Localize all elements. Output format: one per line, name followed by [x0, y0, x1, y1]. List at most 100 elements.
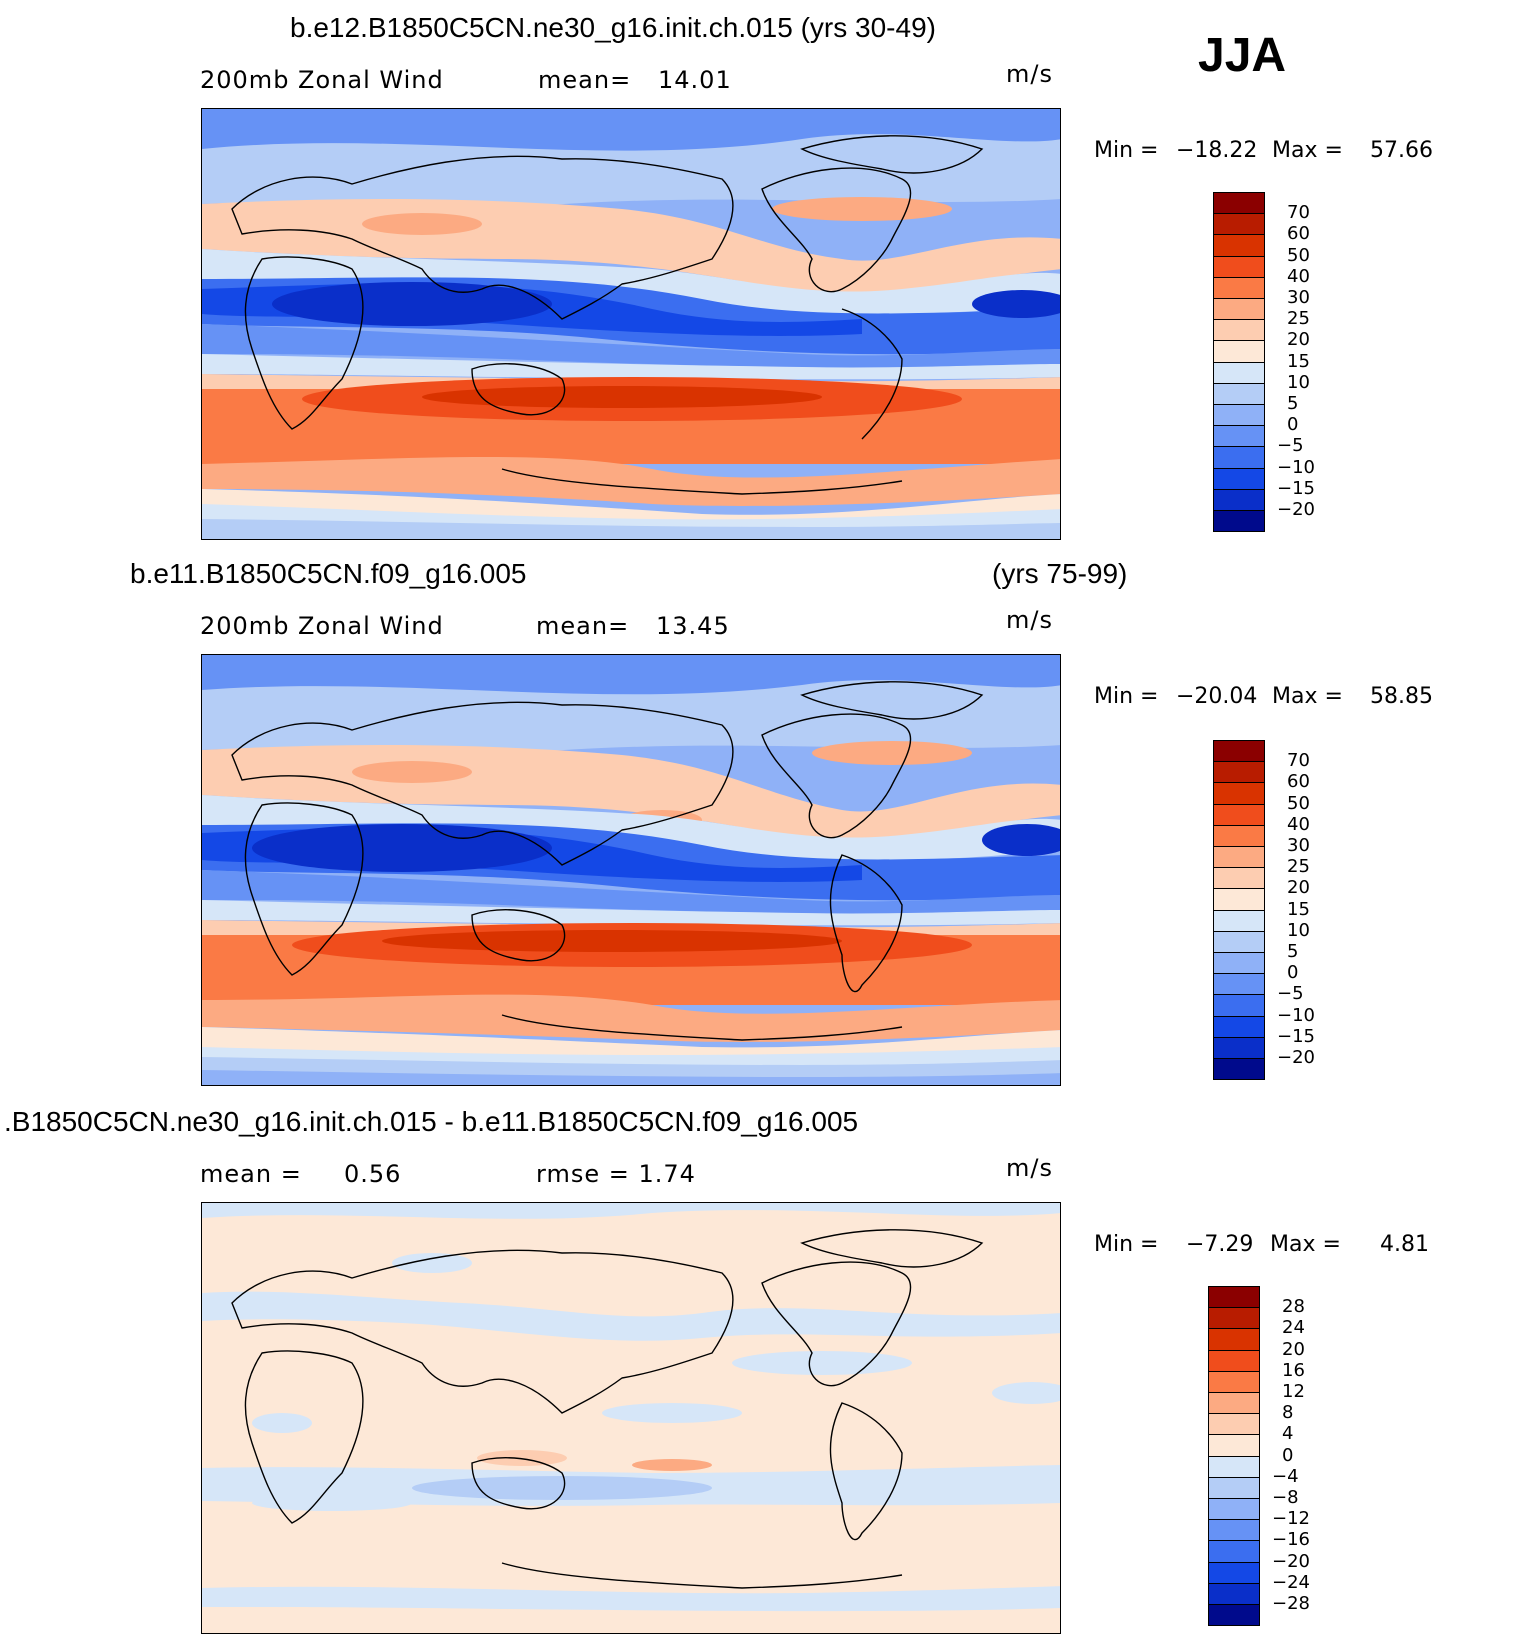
- colorbar-swatch: [1208, 1307, 1260, 1330]
- colorbar-tick-label: 20: [1287, 877, 1310, 899]
- colorbar-tick-label: −15: [1277, 477, 1315, 499]
- colorbar-tick-label: 0: [1287, 414, 1299, 436]
- panel-3-mean-value: 0.56: [344, 1160, 402, 1188]
- panel-3-max-value: 4.81: [1380, 1232, 1429, 1257]
- colorbar-tick-label: 8: [1282, 1402, 1294, 1424]
- colorbar-swatch: [1213, 846, 1265, 869]
- colorbar-tick-label: 15: [1287, 898, 1310, 920]
- panel-2-min-label: Min =: [1094, 684, 1159, 709]
- colorbar-swatch: [1208, 1561, 1260, 1584]
- colorbar-tick-label: −10: [1277, 1004, 1315, 1026]
- panel-1-max-label: Max =: [1272, 138, 1343, 163]
- panel-3-title: .B1850C5CN.ne30_g16.init.ch.015 - b.e11.…: [4, 1106, 859, 1137]
- colorbar-swatch: [1208, 1370, 1260, 1393]
- colorbar-tick-label: 20: [1287, 329, 1310, 351]
- colorbar-swatch: [1208, 1476, 1260, 1499]
- panel-3-mean-label: mean =: [200, 1160, 302, 1188]
- colorbar-swatch: [1213, 425, 1265, 448]
- colorbar-swatch: [1213, 488, 1265, 511]
- colorbar-swatch: [1213, 361, 1265, 384]
- colorbar-tick-label: −24: [1272, 1571, 1310, 1593]
- colorbar-tick-label: 50: [1287, 244, 1310, 266]
- colorbar-swatch: [1213, 510, 1265, 533]
- panel-2-mean-label: mean=: [536, 612, 630, 640]
- colorbar-swatch: [1213, 909, 1265, 932]
- colorbar-swatch: [1208, 1604, 1260, 1627]
- panel-2-mean-value: 13.45: [656, 612, 730, 640]
- colorbar-swatch: [1208, 1434, 1260, 1457]
- colorbar-tick-label: 70: [1287, 750, 1310, 772]
- colorbar-swatch: [1213, 446, 1265, 469]
- colorbar-tick-label: 10: [1287, 919, 1310, 941]
- panel-1-mean-label: mean=: [538, 66, 632, 94]
- colorbar-swatch: [1213, 213, 1265, 236]
- colorbar-tick-label: −20: [1277, 499, 1315, 520]
- colorbar-swatch: [1213, 1058, 1265, 1081]
- colorbar-tick-label: 12: [1282, 1381, 1305, 1402]
- colorbar-swatch: [1213, 867, 1265, 890]
- colorbar-swatch: [1208, 1540, 1260, 1563]
- panel-1-map: [201, 108, 1061, 540]
- colorbar-tick-label: 60: [1287, 771, 1310, 793]
- colorbar-tick-label: −12: [1272, 1508, 1310, 1530]
- panel-2-variable: 200mb Zonal Wind: [200, 612, 444, 640]
- panel-1-min-value: −18.22: [1176, 138, 1258, 163]
- colorbar-swatch: [1213, 994, 1265, 1017]
- colorbar-tick-label: 16: [1282, 1359, 1305, 1381]
- panel-2-map: [201, 654, 1061, 1086]
- panel-2-title: b.e11.B1850C5CN.f09_g16.005: [130, 558, 527, 589]
- colorbar-swatch: [1213, 740, 1265, 763]
- colorbar-tick-label: 50: [1287, 792, 1310, 814]
- colorbar-tick-label: −5: [1277, 983, 1304, 1005]
- panel-2-min-value: −20.04: [1176, 684, 1258, 709]
- colorbar-tick-label: 40: [1287, 813, 1310, 835]
- colorbar-tick-label: −8: [1272, 1487, 1299, 1508]
- colorbar-swatch: [1213, 255, 1265, 278]
- colorbar-tick-label: 25: [1287, 308, 1310, 330]
- colorbar-swatch: [1208, 1349, 1260, 1372]
- colorbar-swatch: [1213, 192, 1265, 215]
- colorbar-swatch: [1213, 761, 1265, 784]
- colorbar-swatch: [1208, 1286, 1260, 1309]
- colorbar-swatch: [1208, 1392, 1260, 1415]
- colorbar-tick-label: 30: [1287, 835, 1310, 856]
- colorbar-swatch: [1208, 1519, 1260, 1542]
- colorbar-swatch: [1213, 319, 1265, 342]
- panel-1-contour-plot: [202, 109, 1060, 539]
- colorbar-swatch: [1213, 824, 1265, 847]
- colorbar-tick-label: 28: [1282, 1296, 1305, 1318]
- panel-2-units: m/s: [1006, 606, 1053, 634]
- panel-1-max-value: 57.66: [1370, 138, 1433, 163]
- colorbar-tick-label: −5: [1277, 435, 1304, 457]
- colorbar-tick-label: 20: [1282, 1338, 1305, 1360]
- panel-2-max-label: Max =: [1272, 684, 1343, 709]
- panel-1-units: m/s: [1006, 60, 1053, 88]
- colorbar-swatch: [1213, 234, 1265, 257]
- colorbar-swatch: [1213, 340, 1265, 363]
- colorbar-swatch: [1213, 1036, 1265, 1059]
- colorbar-tick-label: −4: [1272, 1465, 1299, 1487]
- colorbar-tick-label: −20: [1272, 1550, 1310, 1572]
- colorbar-tick-label: 30: [1287, 287, 1310, 308]
- colorbar-swatch: [1213, 803, 1265, 826]
- colorbar-tick-label: −10: [1277, 456, 1315, 478]
- panel-3-map: [201, 1202, 1061, 1634]
- colorbar-tick-label: −16: [1272, 1529, 1310, 1551]
- panel-3-min-label: Min =: [1094, 1232, 1159, 1257]
- colorbar-swatch: [1213, 973, 1265, 996]
- colorbar-swatch: [1213, 276, 1265, 299]
- colorbar-swatch: [1213, 467, 1265, 490]
- colorbar-tick-label: 5: [1287, 393, 1299, 414]
- panel-3-rmse: rmse = 1.74: [536, 1160, 696, 1188]
- colorbar-tick-label: −28: [1272, 1593, 1310, 1614]
- colorbar-tick-label: −15: [1277, 1025, 1315, 1047]
- panel-1-mean-value: 14.01: [658, 66, 732, 94]
- colorbar-swatch: [1213, 298, 1265, 321]
- panel-3-units: m/s: [1006, 1154, 1053, 1182]
- colorbar-swatch: [1213, 782, 1265, 805]
- colorbar-swatch: [1213, 952, 1265, 975]
- colorbar-swatch: [1208, 1413, 1260, 1436]
- colorbar-swatch: [1208, 1582, 1260, 1605]
- panel-1-title: b.e12.B1850C5CN.ne30_g16.init.ch.015 (yr…: [290, 12, 936, 43]
- panel-1-min-label: Min =: [1094, 138, 1159, 163]
